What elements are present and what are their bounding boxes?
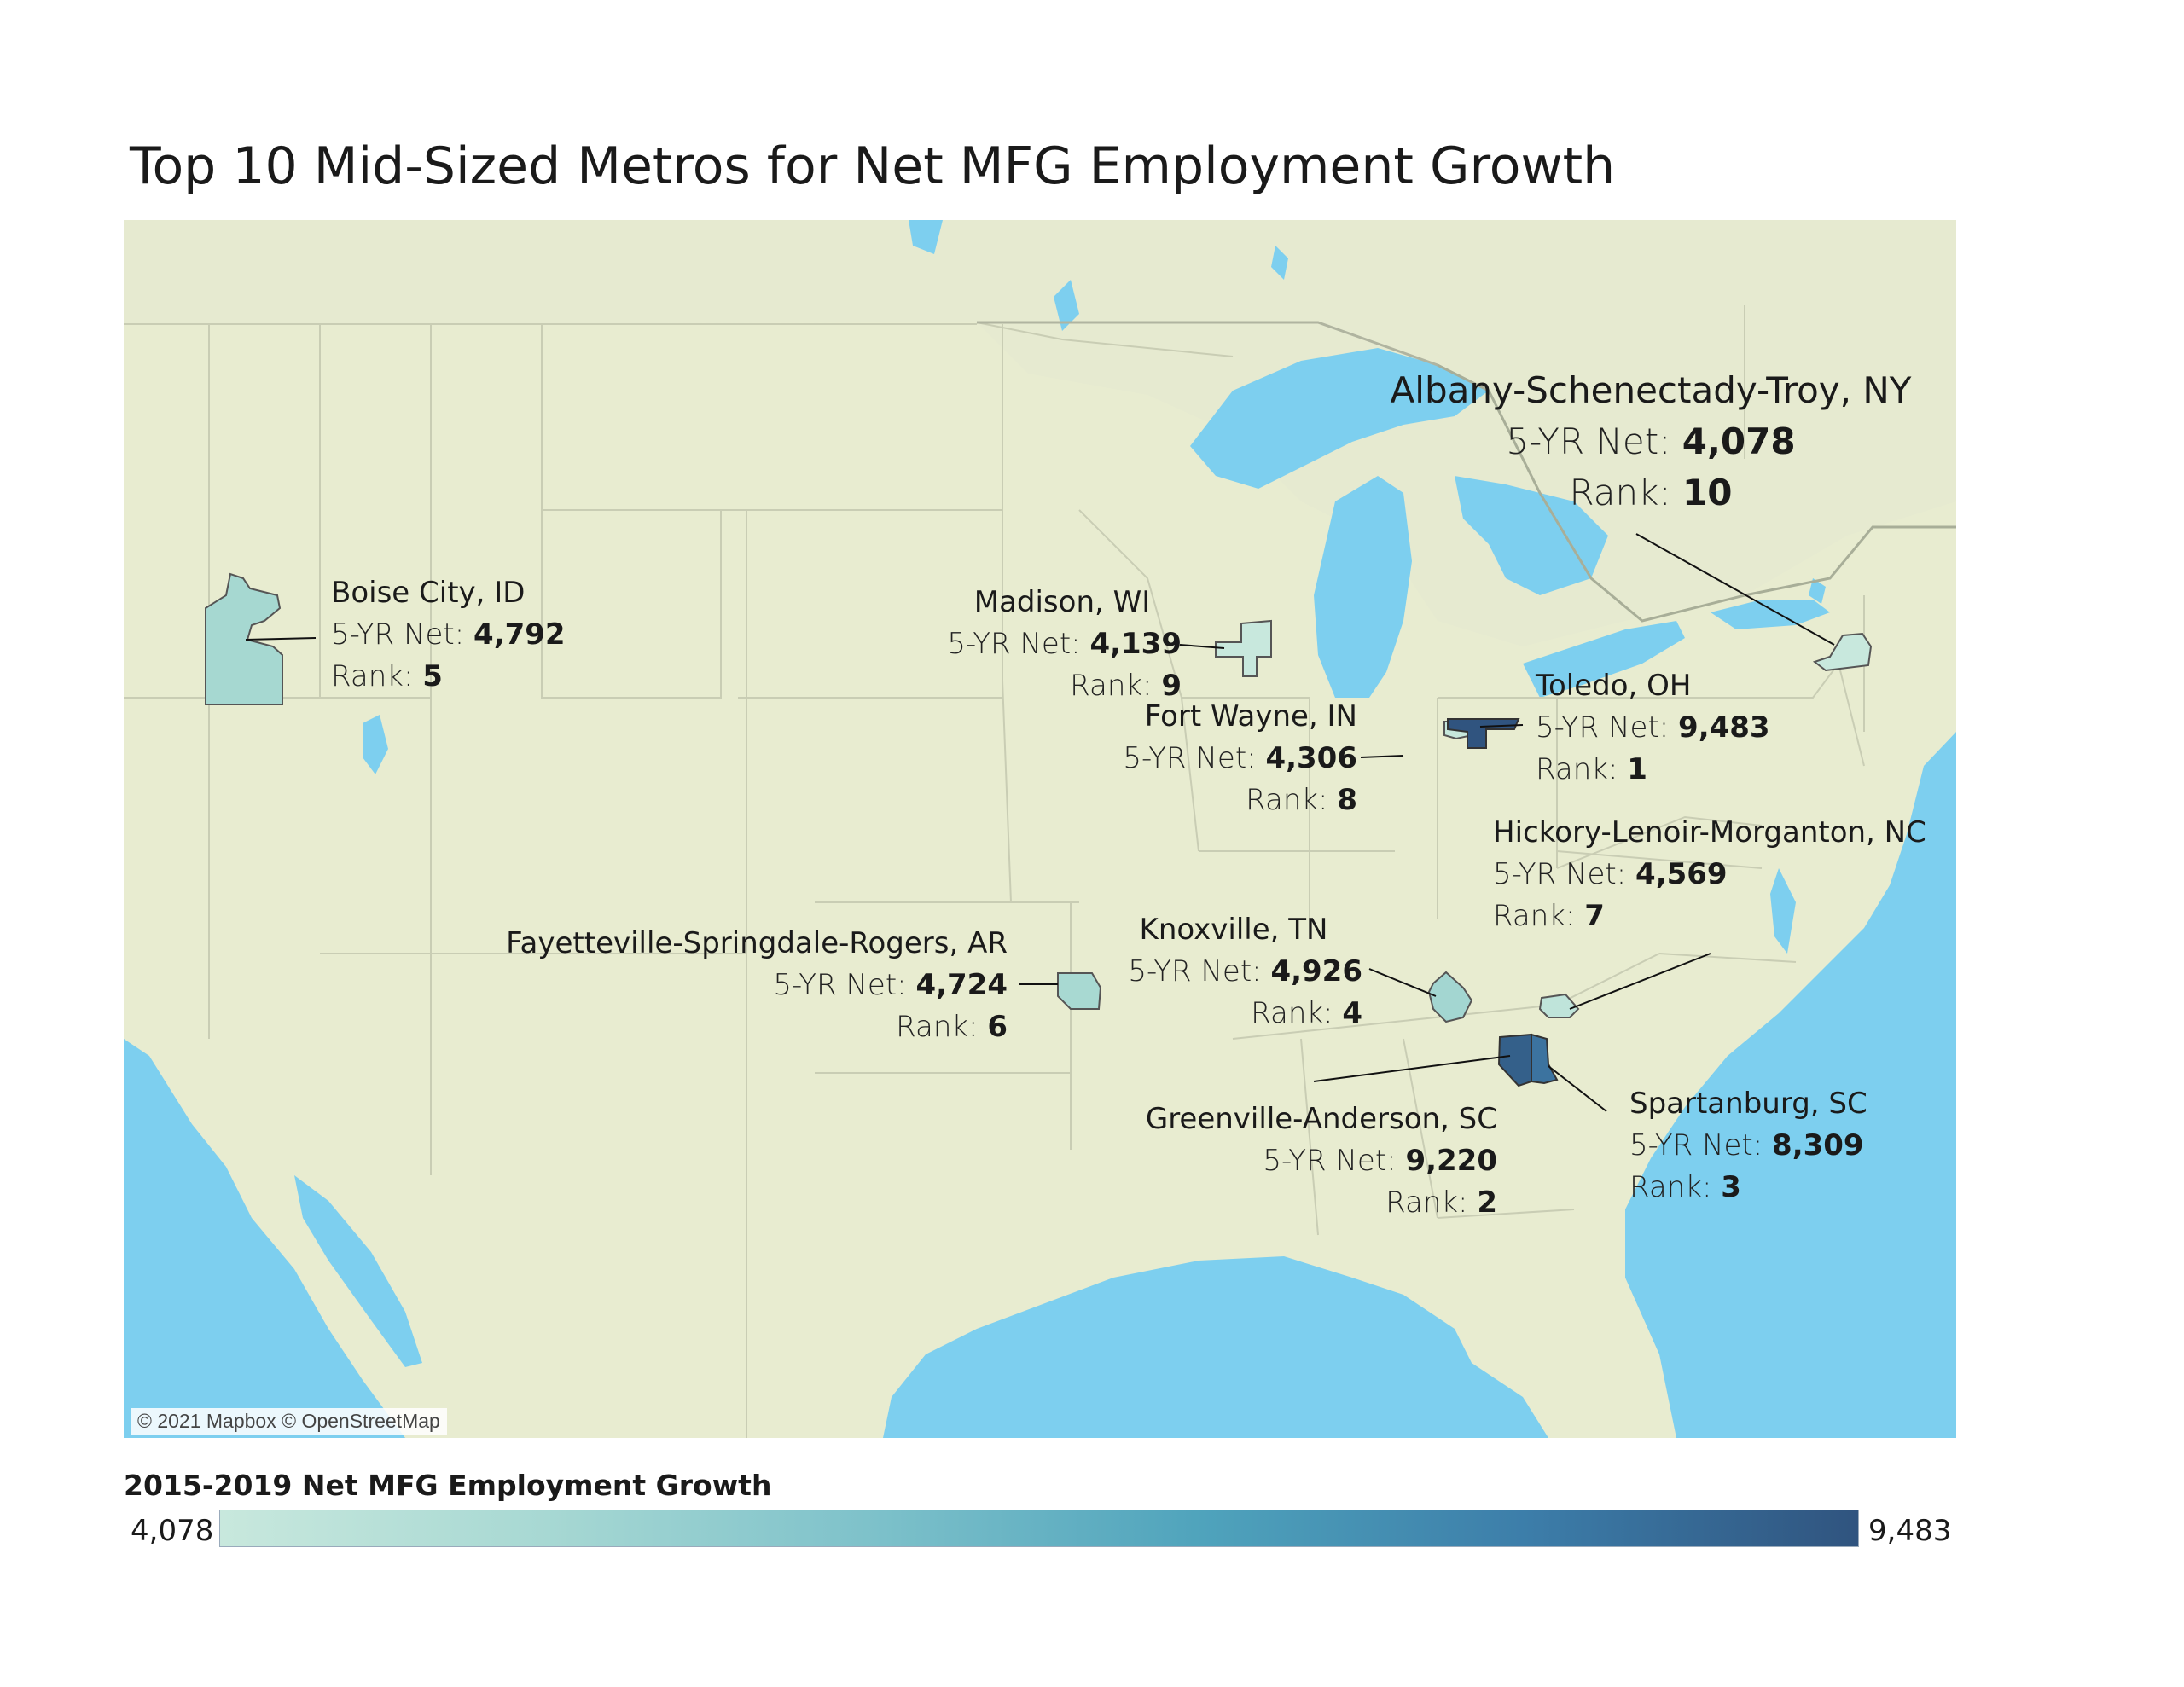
legend-color-ramp — [219, 1510, 1859, 1547]
legend-min-value: 4,078 — [131, 1514, 214, 1548]
lake-small — [1054, 280, 1079, 331]
metro-net: 4,724 — [915, 968, 1008, 1002]
metro-rank: 1 — [1627, 752, 1647, 786]
metro-name: Boise City, ID — [331, 576, 526, 610]
metro-net: 4,078 — [1682, 420, 1796, 462]
metro-rank: 5 — [422, 659, 443, 693]
national-border — [977, 321, 1438, 367]
map-canvas[interactable] — [124, 220, 1956, 1438]
metro-rank: 4 — [1342, 996, 1362, 1030]
metro-name: Spartanburg, SC — [1629, 1087, 1867, 1121]
state-borders — [124, 305, 1865, 1438]
florida — [1455, 1192, 1651, 1438]
gulf-of-california — [294, 1175, 422, 1367]
fayetteville-shape[interactable] — [1057, 972, 1102, 1010]
spartanburg-shape[interactable] — [1531, 1033, 1559, 1085]
metro-name: Hickory-Lenoir-Morganton, NC — [1493, 815, 1926, 849]
greenville-shape[interactable] — [1497, 1033, 1532, 1087]
gulf-of-mexico — [883, 1256, 1548, 1438]
lake-ontario — [1711, 600, 1830, 629]
madison-shape[interactable] — [1215, 619, 1272, 677]
metro-net: 9,483 — [1678, 710, 1770, 745]
metro-net: 4,306 — [1265, 741, 1357, 775]
metro-net: 4,926 — [1270, 954, 1362, 988]
metro-label-greenville: Greenville-Anderson, SC 5-YR Net: 9,220 … — [1062, 1099, 1497, 1224]
metro-rank: 10 — [1682, 472, 1733, 513]
legend-title: 2015-2019 Net MFG Employment Growth — [124, 1469, 772, 1502]
metro-label-madison: Madison, WI 5-YR Net: 4,139 Rank: 9 — [909, 582, 1182, 707]
metro-label-knoxville: Knoxville, TN 5-YR Net: 4,926 Rank: 4 — [1045, 909, 1362, 1035]
lake-small-3 — [1271, 246, 1288, 280]
leader-lines — [245, 533, 1835, 1112]
metro-label-boise: Boise City, ID 5-YR Net: 4,792 Rank: 5 — [331, 572, 566, 698]
metro-rank: 6 — [987, 1010, 1008, 1044]
atlantic-ocean — [1625, 732, 1956, 1438]
metro-name: Greenville-Anderson, SC — [1145, 1102, 1497, 1136]
map-attribution[interactable]: © 2021 Mapbox © OpenStreetMap — [131, 1408, 447, 1435]
metro-net: 8,309 — [1772, 1128, 1864, 1162]
canada-border — [1437, 363, 1956, 623]
great-salt-lake — [363, 715, 388, 774]
metro-net: 4,139 — [1089, 627, 1182, 661]
knoxville-shape[interactable] — [1427, 971, 1473, 1023]
lake-michigan — [1314, 476, 1412, 698]
chesapeake-bay — [1770, 868, 1796, 954]
metro-rank: 8 — [1337, 783, 1357, 817]
metro-label-spartanburg: Spartanburg, SC 5-YR Net: 8,309 Rank: 3 — [1629, 1083, 1867, 1209]
metro-name: Fayetteville-Springdale-Rogers, AR — [506, 926, 1008, 960]
hickory-shape[interactable] — [1538, 993, 1580, 1018]
metro-net: 9,220 — [1405, 1144, 1497, 1178]
metro-net: 4,569 — [1635, 857, 1728, 891]
metro-label-hickory: Hickory-Lenoir-Morganton, NC 5-YR Net: 4… — [1493, 812, 1926, 937]
metro-net: 4,792 — [473, 617, 566, 652]
albany-shape[interactable] — [1812, 632, 1873, 672]
metro-name: Fort Wayne, IN — [1144, 699, 1357, 733]
metro-name: Toledo, OH — [1536, 669, 1692, 703]
metro-rank: 2 — [1477, 1186, 1497, 1220]
lake-huron — [1455, 476, 1608, 595]
pacific-ocean — [124, 1039, 405, 1438]
lake-superior — [1190, 348, 1489, 489]
metro-name: Madison, WI — [973, 585, 1151, 619]
metro-rank: 7 — [1584, 899, 1605, 933]
metro-label-fort-wayne: Fort Wayne, IN 5-YR Net: 4,306 Rank: 8 — [1062, 696, 1357, 821]
map-view[interactable]: © 2021 Mapbox © OpenStreetMap Albany-Sch… — [124, 220, 1956, 1438]
lake-erie — [1523, 621, 1685, 698]
metro-label-fayetteville: Fayetteville-Springdale-Rogers, AR 5-YR … — [465, 923, 1008, 1048]
lake-small-2 — [909, 220, 943, 254]
metro-name: Knoxville, TN — [1139, 913, 1328, 947]
lake-small-4 — [1809, 578, 1826, 604]
metro-name: Albany-Schenectady-Troy, NY — [1390, 369, 1912, 411]
metro-label-toledo: Toledo, OH 5-YR Net: 9,483 Rank: 1 — [1536, 665, 1770, 791]
metro-rank: 3 — [1721, 1170, 1741, 1204]
metro-label-albany: Albany-Schenectady-Troy, NY 5-YR Net: 4,… — [1378, 365, 1924, 519]
boise-city-shape[interactable] — [205, 572, 283, 705]
metro-rank: 9 — [1161, 669, 1182, 703]
page-title: Top 10 Mid-Sized Metros for Net MFG Empl… — [130, 136, 1616, 196]
legend-max-value: 9,483 — [1868, 1514, 1952, 1548]
